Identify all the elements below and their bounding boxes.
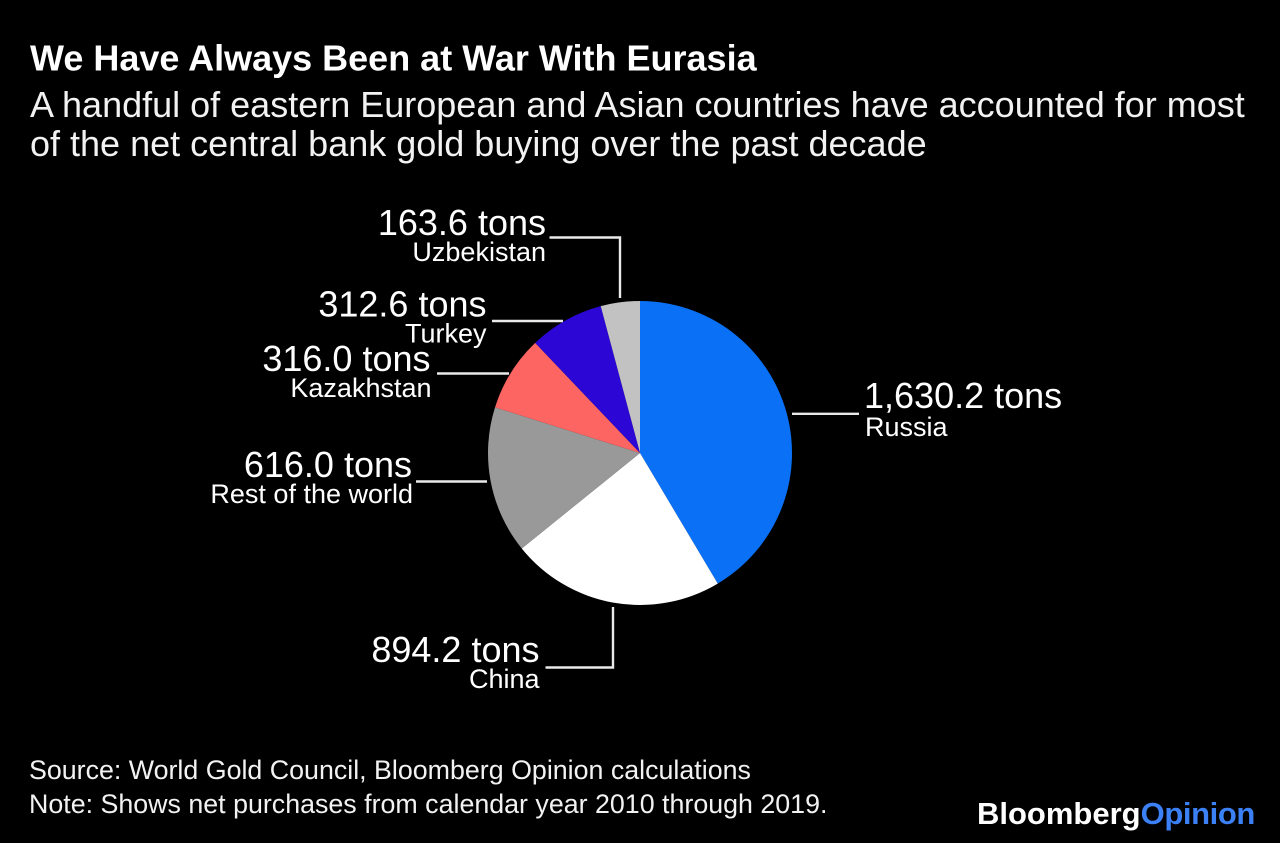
svg-text:Source: World Gold Council, Bl: Source: World Gold Council, Bloomberg Op…	[29, 755, 751, 785]
svg-text:312.6 tons: 312.6 tons	[318, 284, 486, 325]
svg-text:Turkey: Turkey	[405, 319, 487, 349]
svg-text:Russia: Russia	[865, 412, 949, 442]
svg-text:of the net central bank gold b: of the net central bank gold buying over…	[30, 123, 927, 164]
svg-text:616.0 tons: 616.0 tons	[244, 444, 412, 485]
svg-text:Note: Shows net purchases from: Note: Shows net purchases from calendar …	[29, 789, 827, 819]
svg-text:163.6 tons: 163.6 tons	[378, 202, 546, 243]
svg-text:Rest of the world: Rest of the world	[210, 479, 413, 509]
svg-text:Uzbekistan: Uzbekistan	[412, 237, 546, 267]
svg-text:Kazakhstan: Kazakhstan	[290, 373, 431, 403]
svg-text:1,630.2 tons: 1,630.2 tons	[864, 375, 1062, 416]
svg-text:BloombergOpinion: BloombergOpinion	[977, 796, 1255, 831]
svg-text:316.0 tons: 316.0 tons	[262, 338, 430, 379]
svg-text:A handful of eastern European: A handful of eastern European and Asian …	[30, 84, 1245, 125]
svg-text:We Have Always Been at War Wit: We Have Always Been at War With Eurasia	[30, 38, 758, 79]
svg-text:894.2 tons: 894.2 tons	[371, 629, 539, 670]
svg-text:China: China	[469, 664, 541, 694]
